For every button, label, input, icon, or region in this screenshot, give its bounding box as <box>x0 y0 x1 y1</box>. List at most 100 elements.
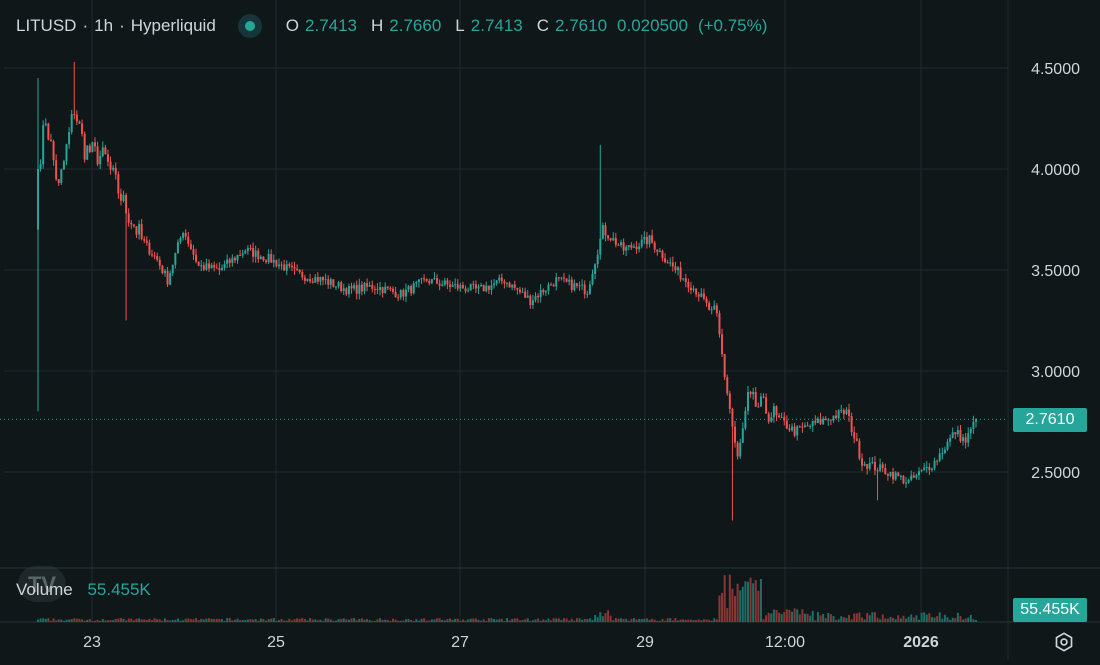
volume-bar <box>962 619 965 622</box>
candle-body <box>645 236 648 245</box>
volume-bar <box>578 618 581 622</box>
candle-body <box>184 232 187 237</box>
volume-bar <box>588 618 591 622</box>
candle-body <box>513 284 516 288</box>
candle-body <box>257 250 260 260</box>
candle-body <box>296 268 299 270</box>
volume-bar <box>531 620 534 622</box>
price-tick-label: 4.5000 <box>1031 61 1080 78</box>
price-tick-label: 4.0000 <box>1031 162 1080 179</box>
candle-body <box>433 278 436 280</box>
interval[interactable]: 1h <box>94 16 114 35</box>
candle-body <box>62 161 65 170</box>
volume-bar <box>132 620 135 622</box>
volume-bar <box>721 593 724 622</box>
candle-body <box>886 474 889 476</box>
candle-body <box>158 259 161 266</box>
volume-bar <box>938 612 941 622</box>
candle-body <box>174 253 177 265</box>
candle-body <box>506 282 508 284</box>
volume-bar <box>575 618 578 622</box>
candle-body <box>661 250 664 259</box>
candle-body <box>104 147 107 155</box>
candle-body <box>412 283 415 294</box>
candles <box>37 61 977 521</box>
volume-bar <box>770 613 773 622</box>
gear-icon[interactable] <box>1052 630 1076 654</box>
volume-bar <box>283 620 286 622</box>
volume-bar <box>485 620 488 622</box>
candle-body <box>42 125 45 165</box>
volume-bar <box>591 619 594 622</box>
volume-bar <box>894 619 897 622</box>
candle-body <box>827 419 830 421</box>
candle-body <box>511 284 514 288</box>
candle-body <box>765 397 768 414</box>
candle-body <box>866 463 869 469</box>
time-tick-label: 2026 <box>903 634 939 651</box>
svg-text:TV: TV <box>28 572 56 597</box>
candle-body <box>140 224 143 240</box>
candle-body <box>394 291 397 298</box>
candle-body <box>702 293 705 299</box>
candle-body <box>684 278 687 282</box>
volume-bar <box>739 590 742 622</box>
candle-body <box>327 279 330 285</box>
volume-bar <box>772 609 775 622</box>
candle-body <box>428 280 431 284</box>
candle-body <box>220 267 223 270</box>
tradingview-logo[interactable]: TV <box>18 566 66 602</box>
candle-body <box>376 288 379 290</box>
volume-bar <box>544 620 547 622</box>
candle-body <box>964 437 967 443</box>
candle-body <box>293 267 296 269</box>
candle-body <box>272 259 275 263</box>
candle-body <box>109 161 112 170</box>
candle-body <box>329 279 332 285</box>
volume-bar <box>195 618 198 622</box>
volume-bar <box>785 609 788 622</box>
volume-bar <box>246 619 249 622</box>
volume-bar <box>210 618 213 622</box>
candle-body <box>500 277 503 282</box>
candle-body <box>477 286 480 289</box>
volume-bar <box>604 612 607 622</box>
volume-bar <box>257 620 260 622</box>
volume-bar <box>182 620 185 622</box>
candle-body <box>228 259 231 263</box>
volume-bar <box>482 619 485 622</box>
volume-bar <box>420 618 423 622</box>
volume-bar <box>700 620 703 622</box>
volume-bar <box>746 581 749 622</box>
symbol-name[interactable]: LITUSD <box>16 16 77 35</box>
candle-body <box>436 278 439 284</box>
candle-body <box>759 396 762 407</box>
candle-body <box>635 246 638 250</box>
volume-bar <box>125 620 128 622</box>
candle-body <box>451 284 454 288</box>
volume-bar <box>860 617 863 622</box>
volume-bar <box>848 615 851 622</box>
candle-body <box>581 284 584 286</box>
volume-bar <box>65 619 68 622</box>
candle-body <box>544 290 547 293</box>
volume-bar <box>42 618 45 622</box>
candle-body <box>91 142 94 153</box>
candle-body <box>448 284 451 288</box>
candle-body <box>625 247 628 251</box>
volume-bar <box>775 610 778 622</box>
candle-body <box>366 283 369 287</box>
volume-bar <box>443 620 446 622</box>
candle-body <box>319 277 322 282</box>
low-label: L <box>455 16 465 35</box>
candle-body <box>697 294 700 297</box>
volume-bar <box>241 620 244 622</box>
volume-bar <box>630 618 633 622</box>
candle-body <box>386 286 389 289</box>
volume-bar <box>959 616 962 622</box>
candle-body <box>254 250 257 257</box>
candle-body <box>322 277 325 281</box>
volume-bar <box>391 618 394 622</box>
